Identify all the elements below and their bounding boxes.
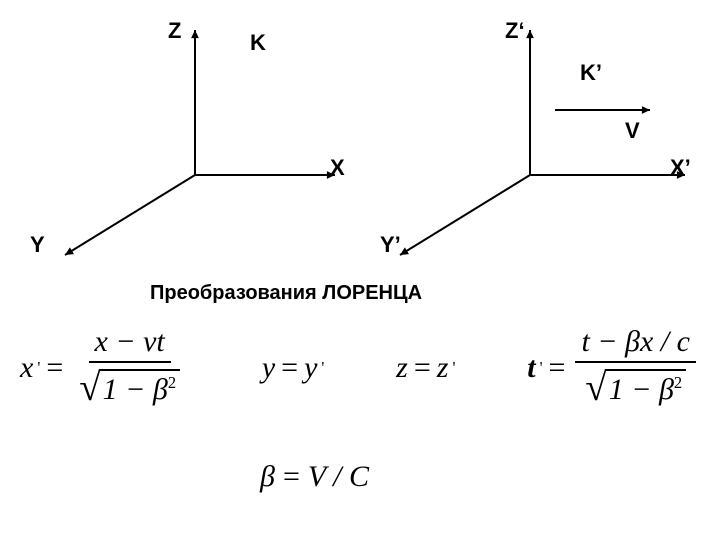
y-rhs-sup: ' xyxy=(321,358,324,378)
formula-t: t' = t − βx / c √1 − β2 xyxy=(527,325,700,410)
t-lhs: t xyxy=(527,351,535,385)
x-lhs-sup: ' xyxy=(37,358,40,378)
formula-beta: β = V / C xyxy=(260,460,369,494)
beta-lhs: β xyxy=(260,460,275,494)
label-v: V xyxy=(625,118,640,144)
coordinate-diagram xyxy=(0,0,720,280)
formula-x: x' = x − vt √1 − β2 xyxy=(20,325,190,410)
eq-sign: = xyxy=(46,351,63,385)
label-y: Y xyxy=(30,232,45,258)
x-lhs: x xyxy=(20,351,33,385)
t-lhs-sup: ' xyxy=(540,358,543,378)
label-z-prime: Z‘ xyxy=(505,18,525,44)
z-rhs: z xyxy=(437,351,449,385)
label-x-prime: X’ xyxy=(670,155,691,181)
label-z: Z xyxy=(168,18,181,44)
transformation-title: Преобразования ЛОРЕНЦА xyxy=(150,282,422,305)
beta-rhs: V / C xyxy=(308,460,369,494)
label-k: K xyxy=(250,30,266,56)
x-num: x − vt xyxy=(89,325,171,363)
y-lhs: y xyxy=(262,351,275,385)
label-k-prime: K’ xyxy=(580,60,602,86)
t-num: t − βx / c xyxy=(575,325,696,363)
y-rhs: y xyxy=(304,351,317,385)
t-den-exp: 2 xyxy=(674,373,682,392)
t-den-inner: 1 − β xyxy=(609,373,674,406)
formula-y: y = y' xyxy=(262,351,325,385)
axes-svg xyxy=(0,0,720,280)
x-den-inner: 1 − β xyxy=(103,373,168,406)
eq-sign: = xyxy=(549,351,566,385)
formula-row: x' = x − vt √1 − β2 y = y' z = z' t' = t… xyxy=(20,325,700,410)
label-x: X xyxy=(330,155,345,181)
eq-sign: = xyxy=(281,351,298,385)
z-rhs-sup: ' xyxy=(452,358,455,378)
label-y-prime: Y’ xyxy=(380,232,401,258)
eq-sign: = xyxy=(283,460,300,494)
eq-sign: = xyxy=(414,351,431,385)
z-lhs: z xyxy=(396,351,408,385)
formula-z: z = z' xyxy=(396,351,455,385)
x-den-exp: 2 xyxy=(168,373,176,392)
